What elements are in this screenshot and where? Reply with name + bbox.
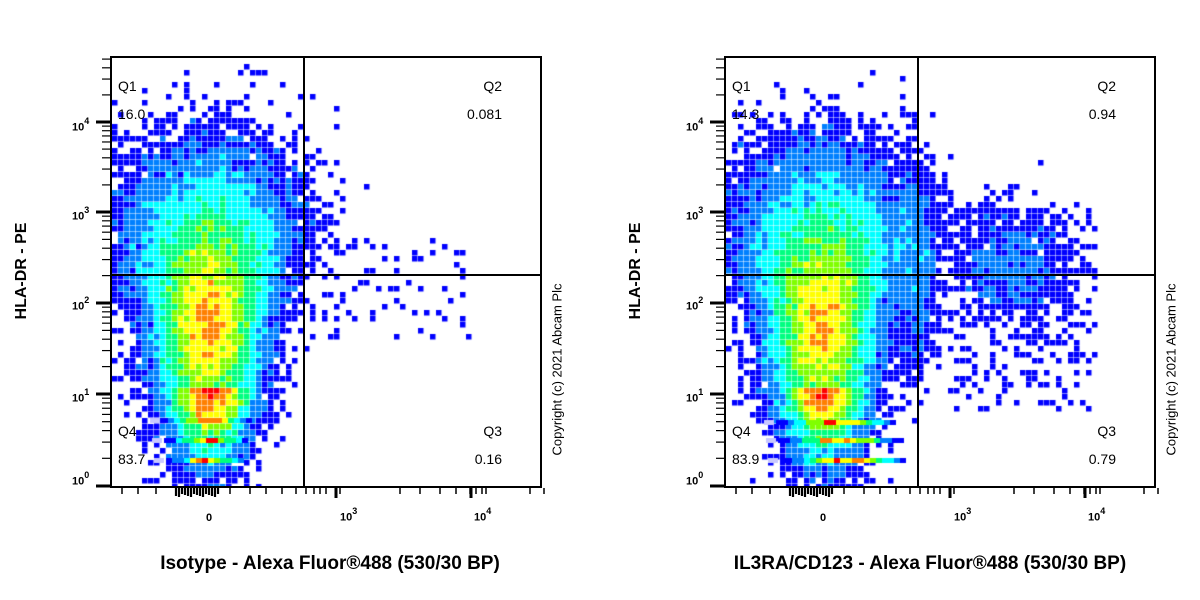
x-axis-ticks bbox=[735, 488, 1159, 498]
copyright-notice: Copyright (c) 2021 Abcam Plc bbox=[1163, 283, 1179, 456]
copyright-notice: Copyright (c) 2021 Abcam Plc bbox=[549, 283, 565, 456]
y-tick-1e4: 104 bbox=[72, 116, 90, 134]
y-tick-1e4: 104 bbox=[686, 116, 704, 134]
x-axis-ticks bbox=[121, 488, 545, 498]
x-tick-1e4: 104 bbox=[1088, 506, 1106, 524]
y-tick-1e2: 102 bbox=[686, 295, 704, 313]
plot-panel-isotype: HLA-DR - PE 104 103 102 101 100 0 103 10… bbox=[13, 56, 565, 574]
q4-percent: 83.9 bbox=[732, 451, 760, 467]
y-tick-1e0: 100 bbox=[686, 470, 704, 488]
x-tick-1e3: 103 bbox=[340, 506, 358, 524]
q3-name: Q3 bbox=[1097, 423, 1116, 439]
y-tick-1e1: 101 bbox=[686, 387, 704, 405]
x-tick-1e3: 103 bbox=[954, 506, 972, 524]
x-tick-0: 0 bbox=[820, 512, 827, 524]
q4-percent: 83.7 bbox=[118, 451, 146, 467]
x-tick-1e4: 104 bbox=[474, 506, 492, 524]
plot-area: Q1 16.0 Q2 0.081 Q3 0.16 Q4 83.7 bbox=[110, 56, 542, 488]
density-scatter bbox=[726, 58, 1154, 486]
q1-percent: 14.3 bbox=[732, 106, 760, 122]
plot-area: Q1 14.3 Q2 0.94 Q3 0.79 Q4 83.9 bbox=[724, 56, 1156, 488]
x-tick-0: 0 bbox=[206, 512, 213, 524]
x-axis-label: IL3RA/CD123 - Alexa Fluor®488 (530/30 BP… bbox=[733, 553, 1127, 574]
y-tick-1e0: 100 bbox=[72, 470, 90, 488]
q1-name: Q1 bbox=[732, 78, 751, 94]
y-axis-ticks bbox=[96, 58, 110, 488]
q2-name: Q2 bbox=[1097, 78, 1116, 94]
x-axis-label: Isotype - Alexa Fluor®488 (530/30 BP) bbox=[160, 553, 500, 574]
quadrant-gate-horizontal[interactable] bbox=[726, 274, 1154, 276]
q2-percent: 0.081 bbox=[466, 106, 502, 122]
y-axis-ticks bbox=[710, 58, 724, 488]
q4-name: Q4 bbox=[118, 423, 137, 439]
y-axis-label: HLA-DR - PE bbox=[13, 222, 30, 320]
q3-percent: 0.79 bbox=[1088, 451, 1116, 467]
quadrant-gate-vertical[interactable] bbox=[303, 58, 305, 486]
density-scatter bbox=[112, 58, 540, 486]
y-tick-1e2: 102 bbox=[72, 295, 90, 313]
y-tick-1e3: 103 bbox=[72, 205, 90, 223]
y-axis-label: HLA-DR - PE bbox=[627, 222, 644, 320]
y-tick-1e3: 103 bbox=[686, 205, 704, 223]
q2-percent: 0.94 bbox=[1088, 106, 1116, 122]
quadrant-gate-horizontal[interactable] bbox=[112, 274, 540, 276]
q3-percent: 0.16 bbox=[474, 451, 502, 467]
q1-percent: 16.0 bbox=[118, 106, 146, 122]
q2-name: Q2 bbox=[483, 78, 502, 94]
plot-panel-il3ra-cd123: HLA-DR - PE 104 103 102 101 100 0 103 10… bbox=[614, 0, 1200, 600]
q1-name: Q1 bbox=[118, 78, 137, 94]
quadrant-gate-vertical[interactable] bbox=[917, 58, 919, 486]
y-tick-1e1: 101 bbox=[72, 387, 90, 405]
q4-name: Q4 bbox=[732, 423, 751, 439]
q3-name: Q3 bbox=[483, 423, 502, 439]
